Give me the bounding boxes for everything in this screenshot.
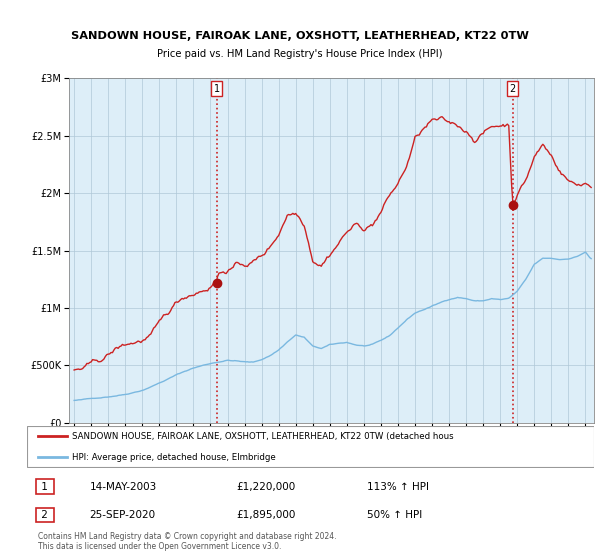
Text: SANDOWN HOUSE, FAIROAK LANE, OXSHOTT, LEATHERHEAD, KT22 0TW: SANDOWN HOUSE, FAIROAK LANE, OXSHOTT, LE… [71,31,529,41]
Text: 113% ↑ HPI: 113% ↑ HPI [367,482,429,492]
Text: 1: 1 [214,83,220,94]
Text: £1,220,000: £1,220,000 [237,482,296,492]
Text: £1,895,000: £1,895,000 [237,510,296,520]
Text: 2: 2 [509,83,515,94]
Text: 50% ↑ HPI: 50% ↑ HPI [367,510,422,520]
FancyBboxPatch shape [27,427,594,467]
Text: HPI: Average price, detached house, Elmbridge: HPI: Average price, detached house, Elmb… [73,452,276,461]
Text: 25-SEP-2020: 25-SEP-2020 [89,510,155,520]
Text: Contains HM Land Registry data © Crown copyright and database right 2024.
This d: Contains HM Land Registry data © Crown c… [38,531,337,551]
Text: 2: 2 [38,510,52,520]
Text: 1: 1 [38,482,52,492]
Text: SANDOWN HOUSE, FAIROAK LANE, OXSHOTT, LEATHERHEAD, KT22 0TW (detached hous: SANDOWN HOUSE, FAIROAK LANE, OXSHOTT, LE… [73,432,454,441]
Text: 14-MAY-2003: 14-MAY-2003 [89,482,157,492]
Text: Price paid vs. HM Land Registry's House Price Index (HPI): Price paid vs. HM Land Registry's House … [157,49,443,59]
